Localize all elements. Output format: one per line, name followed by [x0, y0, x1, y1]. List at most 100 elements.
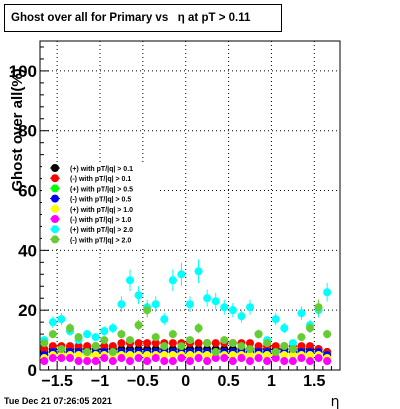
y-tick-label: 100 — [9, 62, 37, 81]
data-point — [280, 324, 289, 333]
data-point — [297, 342, 306, 351]
data-point — [271, 348, 280, 357]
data-point — [83, 330, 92, 339]
data-point — [100, 336, 109, 345]
x-tick-label: −0.5 — [127, 373, 159, 390]
data-point — [108, 348, 117, 357]
data-point — [117, 300, 126, 309]
data-point — [228, 339, 237, 348]
data-point — [126, 336, 134, 345]
data-point — [194, 354, 203, 363]
data-point — [288, 345, 297, 354]
y-tick-label: 40 — [18, 241, 37, 260]
data-point — [314, 354, 323, 363]
data-point — [280, 351, 289, 360]
data-point — [143, 357, 152, 366]
x-tick-label: −1.5 — [41, 373, 73, 390]
data-point — [40, 357, 49, 366]
data-point — [246, 303, 254, 312]
data-point — [228, 306, 237, 315]
data-point — [91, 342, 100, 351]
data-point — [57, 345, 66, 354]
data-point — [83, 357, 92, 366]
x-tick-label: 1.5 — [303, 373, 325, 390]
data-point — [100, 327, 109, 336]
data-point — [168, 357, 177, 366]
data-point — [91, 357, 100, 366]
data-point — [126, 357, 134, 366]
data-point — [297, 354, 306, 363]
data-point — [108, 324, 117, 333]
data-point — [220, 336, 229, 345]
data-point — [74, 342, 83, 351]
data-point — [314, 303, 323, 312]
data-point — [237, 312, 246, 321]
data-point — [194, 267, 203, 276]
data-point — [211, 339, 220, 348]
data-point — [126, 276, 134, 285]
data-point — [237, 342, 246, 351]
points-layer — [40, 259, 332, 366]
data-point — [254, 330, 263, 339]
data-point — [288, 339, 297, 348]
data-point — [91, 333, 100, 342]
data-point — [186, 351, 194, 360]
data-point — [168, 339, 177, 348]
series-7 — [40, 299, 332, 357]
series-5 — [40, 354, 332, 366]
legend-label: (+) with pT/|q| > 0.1 — [70, 166, 133, 173]
data-point — [306, 342, 314, 351]
legend-label: (-) with pT/|q| > 0.1 — [70, 176, 131, 183]
data-point — [83, 348, 92, 357]
data-point — [246, 357, 254, 366]
plot-frame — [39, 40, 341, 371]
data-point — [168, 330, 177, 339]
data-point — [134, 339, 143, 348]
data-point — [228, 351, 237, 360]
data-point — [263, 339, 272, 348]
data-point — [143, 306, 152, 315]
data-point — [288, 351, 297, 360]
data-point — [254, 354, 263, 363]
data-point — [40, 339, 49, 348]
legend-label: (-) with pT/|q| > 1.0 — [70, 217, 131, 224]
data-point — [186, 300, 194, 309]
timestamp: Tue Dec 21 07:26:05 2021 — [4, 396, 112, 406]
data-point — [203, 339, 212, 348]
data-point — [246, 339, 254, 348]
data-point — [168, 351, 177, 360]
data-point — [100, 342, 109, 351]
data-point — [194, 324, 203, 333]
data-point — [263, 351, 272, 360]
data-point — [160, 315, 169, 324]
data-point — [57, 354, 66, 363]
data-point — [194, 339, 203, 348]
data-point — [211, 354, 220, 363]
data-point — [108, 342, 117, 351]
legend-label: (-) with pT/|q| > 2.0 — [70, 237, 131, 244]
series-6 — [40, 259, 332, 348]
data-point — [203, 357, 212, 366]
data-point — [203, 294, 212, 303]
data-point — [323, 330, 332, 339]
data-point — [306, 351, 314, 360]
data-point — [306, 324, 314, 333]
data-point — [297, 333, 306, 342]
x-tick-label: 0 — [181, 373, 190, 390]
y-axis-label: Ghost over all(%) — [9, 68, 26, 191]
data-point — [160, 342, 169, 351]
data-point — [168, 276, 177, 285]
data-point — [151, 339, 160, 348]
data-point — [228, 357, 237, 366]
data-point — [160, 351, 169, 360]
data-point — [288, 357, 297, 366]
x-axis-label: η — [331, 394, 340, 409]
chart-title: Ghost over all for Primary vs η at pT > … — [11, 12, 251, 24]
data-point — [91, 351, 100, 360]
data-point — [323, 357, 332, 366]
data-point — [66, 324, 74, 333]
data-point — [83, 342, 92, 351]
data-point — [48, 330, 57, 339]
data-point — [117, 330, 126, 339]
